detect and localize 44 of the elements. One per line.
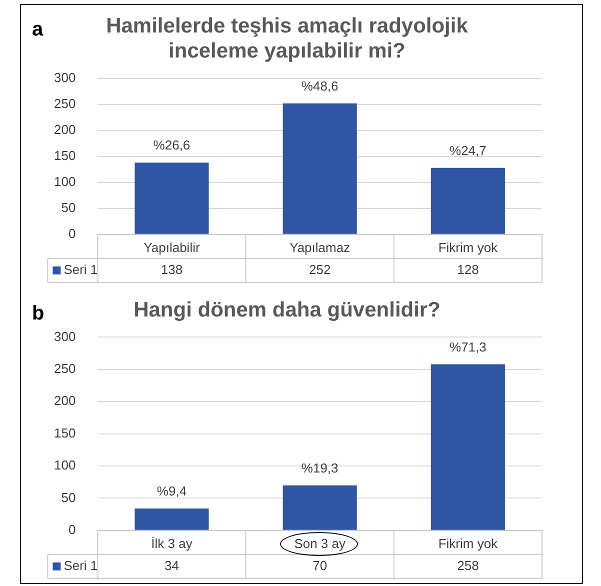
bar [430, 168, 505, 234]
y-tick-label: 300 [54, 328, 76, 344]
x-tick-label: Yapılamaz [290, 240, 350, 255]
annotation: %19,3 [301, 460, 338, 476]
bar [134, 508, 209, 530]
x-tick-label: Fikrim yok [438, 536, 498, 551]
x-tick-label: Son 3 ay [294, 536, 346, 551]
chart-title: Hamilelerde teşhis amaçlı radyolojik inceleme yapılabilir mi? [106, 14, 468, 63]
x-tick-label: Yapılabilir [144, 240, 200, 255]
legend-label: Seri 1 [64, 558, 98, 573]
annotation: %48,6 [301, 78, 338, 94]
data-label: 138 [160, 262, 183, 277]
bar [282, 485, 357, 530]
y-tick-label: 100 [54, 458, 76, 473]
legend-label: Seri 1 [64, 262, 98, 277]
data-label: 70 [312, 558, 328, 573]
y-tick-label: 100 [54, 174, 76, 189]
y-tick-label: 150 [54, 425, 76, 440]
annotation: %71,3 [450, 339, 486, 354]
y-tick-label: 200 [54, 122, 76, 137]
x-tick-label: Fikrim yok [438, 240, 498, 255]
y-tick-label: 50 [61, 200, 76, 215]
y-tick-label: 250 [54, 360, 76, 376]
annotation: %26,6 [153, 138, 190, 153]
y-tick-label: 250 [54, 96, 76, 111]
annotation: %24,7 [450, 142, 486, 158]
text: b [32, 302, 44, 325]
y-tick-label: 200 [54, 393, 76, 408]
y-tick-label: 150 [54, 148, 76, 163]
data-label: 128 [457, 262, 479, 277]
x-tick-label: İlk 3 ay [151, 536, 193, 551]
annotation: %9,4 [156, 484, 187, 499]
y-tick-label: 0 [68, 522, 76, 537]
bar [282, 103, 357, 234]
data-label: 258 [457, 558, 479, 573]
text: a [32, 18, 44, 41]
y-tick-label: 300 [54, 70, 76, 85]
bar [430, 364, 505, 530]
data-label: 252 [308, 262, 331, 277]
y-tick-label: 0 [68, 226, 76, 241]
y-tick-label: 50 [61, 490, 76, 505]
data-label: 34 [164, 558, 179, 573]
chart-title: Hangi dönem daha güvenlidir? [134, 298, 440, 322]
bar [134, 162, 209, 234]
